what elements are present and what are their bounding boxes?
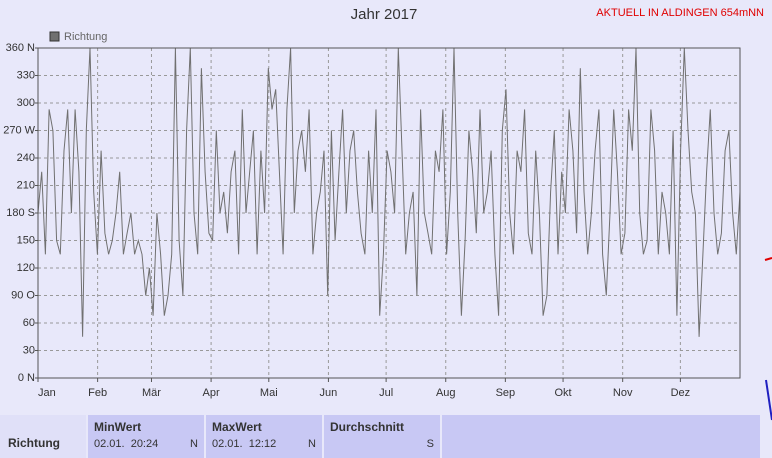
y-tick-label: 180 S <box>6 207 35 219</box>
x-tick-label: Dez <box>671 387 691 399</box>
cell-dir: N <box>308 438 316 450</box>
notice: AKTUELL IN ALDINGEN 654mNN <box>596 7 764 19</box>
y-tick-label: 240 <box>17 152 35 164</box>
x-tick-label: Sep <box>496 387 516 399</box>
x-tick-label: Aug <box>436 387 456 399</box>
cell <box>0 415 86 458</box>
x-tick-label: Feb <box>88 387 107 399</box>
column-title: MinWert <box>94 420 141 434</box>
y-tick-label: 270 W <box>3 124 35 136</box>
y-tick-label: 120 <box>17 262 35 274</box>
column-title: Durchschnitt <box>330 420 404 434</box>
x-tick-label: Mär <box>142 387 161 399</box>
x-tick-label: Mai <box>260 387 278 399</box>
cell <box>206 415 322 458</box>
y-tick-label: 360 N <box>6 42 35 54</box>
x-tick-label: Apr <box>203 387 220 399</box>
x-tick-label: Jul <box>379 387 393 399</box>
y-tick-label: 90 O <box>11 289 35 301</box>
row-label: Richtung <box>8 436 60 450</box>
chart-title: Jahr 2017 <box>351 6 418 23</box>
y-tick-label: 0 N <box>18 372 35 384</box>
cell <box>442 415 760 458</box>
column-title: MaxWert <box>212 420 262 434</box>
decoration <box>764 257 772 261</box>
cell-date: 02.01. 12:12 <box>212 438 276 450</box>
y-tick-label: 30 <box>23 344 35 356</box>
series-line <box>37 47 741 337</box>
x-tick-label: Jan <box>38 387 56 399</box>
cell-dir: S <box>427 438 434 450</box>
cell <box>324 415 440 458</box>
y-tick-label: 210 <box>17 179 35 191</box>
x-tick-label: Jun <box>320 387 338 399</box>
y-tick-label: 300 <box>17 97 35 109</box>
cell <box>88 415 204 458</box>
decoration <box>765 379 772 421</box>
x-tick-label: Nov <box>613 387 633 399</box>
x-tick-label: Okt <box>554 387 571 399</box>
y-tick-label: 60 <box>23 317 35 329</box>
cell-date: 02.01. 20:24 <box>94 438 158 450</box>
legend-swatch <box>49 31 60 42</box>
plot-frame <box>37 47 741 379</box>
y-tick-label: 330 <box>17 69 35 81</box>
stats-table: Richtung MinWert 02.01. 20:24 N MaxWert 02.0… <box>0 415 760 458</box>
legend-label: Richtung <box>64 31 107 43</box>
y-tick-label: 150 <box>17 234 35 246</box>
cell-dir: N <box>190 438 198 450</box>
